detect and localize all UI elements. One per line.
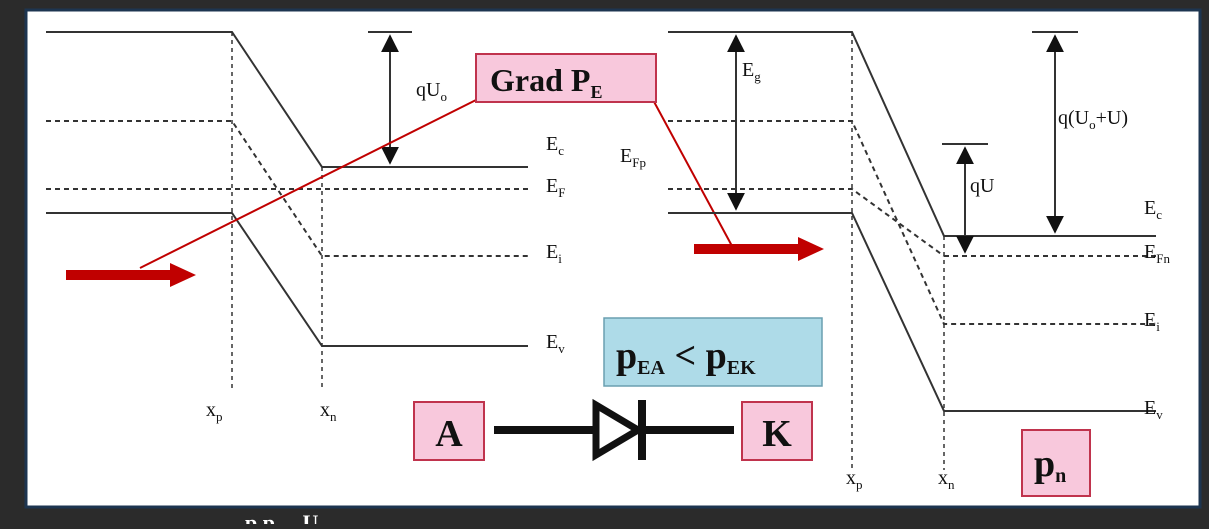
right-xn-label: xn bbox=[938, 467, 955, 492]
right-Eg-label: Eg bbox=[742, 59, 761, 84]
gradient-indicator bbox=[139, 97, 733, 269]
left-Ei-label: Ei bbox=[546, 241, 562, 266]
right-EFn-label: EFn bbox=[1144, 241, 1170, 266]
pn-box bbox=[1021, 429, 1091, 497]
diode-symbol bbox=[494, 398, 734, 462]
left-qU0-label: qUo bbox=[416, 79, 447, 104]
anode-box bbox=[413, 401, 485, 461]
cathode-label: K bbox=[762, 413, 792, 455]
anode-label: A bbox=[435, 413, 463, 455]
left-conduction-band bbox=[46, 31, 528, 168]
red-arrow-left bbox=[66, 263, 196, 287]
red-arrow-right bbox=[694, 237, 824, 261]
right-qU0U-label: q(Uo+U) bbox=[1058, 107, 1128, 132]
right-band-diagram bbox=[668, 31, 1156, 470]
right-qU-label: qU bbox=[970, 175, 995, 197]
right-EFp-label: EFp bbox=[620, 145, 646, 170]
right-intrinsic-level bbox=[668, 120, 1156, 325]
cathode-box bbox=[741, 401, 813, 461]
left-band-diagram bbox=[46, 31, 528, 390]
right-valence-band bbox=[668, 212, 1156, 412]
right-Ei-label: Ei bbox=[1144, 309, 1160, 334]
right-fermi-p-level bbox=[668, 188, 945, 257]
left-Ev-label: Ev bbox=[546, 331, 565, 356]
caption-fragment: p p ... U bbox=[245, 510, 318, 524]
left-intrinsic-level bbox=[46, 120, 528, 257]
right-gradient-line bbox=[651, 97, 733, 247]
right-conduction-band bbox=[668, 31, 1156, 237]
grad-box-label: Grad PE bbox=[490, 62, 602, 102]
right-Ev-label: Ev bbox=[1144, 397, 1163, 422]
left-gradient-line bbox=[139, 97, 481, 269]
left-EF-label: EF bbox=[546, 175, 565, 200]
left-valence-band bbox=[46, 212, 528, 347]
left-xp-label: xp bbox=[206, 399, 223, 424]
right-xp-label: xp bbox=[846, 467, 863, 492]
right-Ec-label: Ec bbox=[1144, 197, 1162, 222]
inequality-box bbox=[603, 317, 823, 387]
left-Ec-label: Ec bbox=[546, 133, 564, 158]
left-xn-label: xn bbox=[320, 399, 337, 424]
pn-label: pn bbox=[1034, 443, 1066, 487]
grad-box bbox=[475, 53, 657, 103]
inequality-label: pEA < pEK bbox=[616, 335, 756, 379]
diode-triangle bbox=[592, 398, 645, 462]
